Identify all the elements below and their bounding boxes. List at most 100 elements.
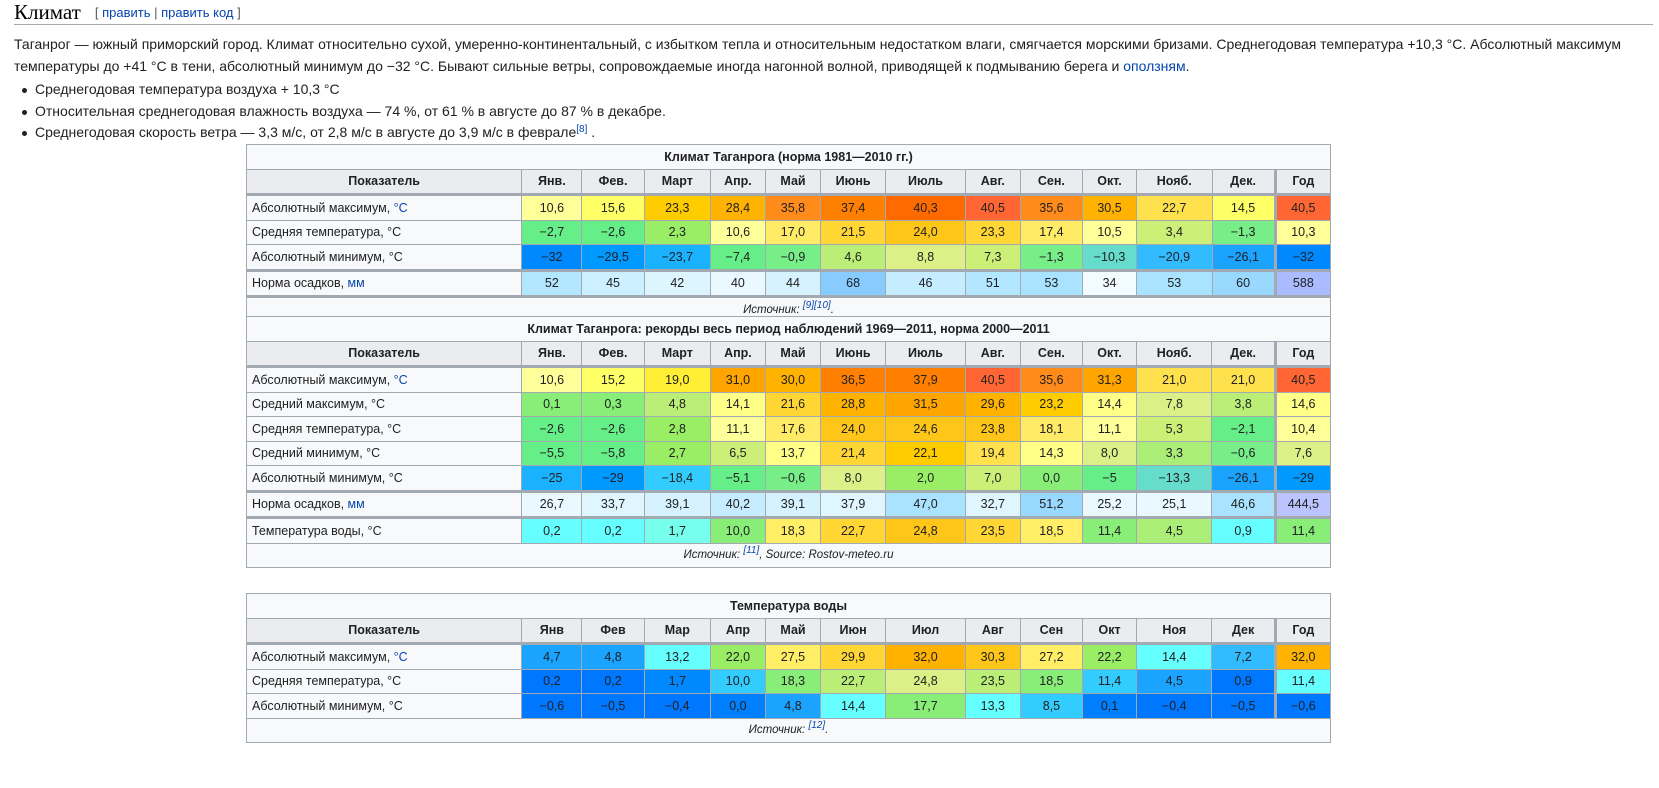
section-title: Климат <box>14 0 81 24</box>
value-cell: 6,5 <box>709 440 766 466</box>
value-cell: 8,0 <box>1082 440 1138 466</box>
table-row: Норма осадков, мм 52 45 42 40 44 68 46 51 53 34 53 6… <box>245 269 1332 298</box>
value-cell: 0,0 <box>709 693 766 719</box>
value-cell: 21,0 <box>1136 366 1213 393</box>
row-label: Средняя температура, °C <box>245 219 523 245</box>
column-header: Окт. <box>1082 340 1138 368</box>
value-cell: −0,6 <box>521 693 583 719</box>
value-cell: 4,8 <box>764 693 822 719</box>
value-cell: 19,4 <box>964 440 1021 466</box>
year-value-cell: 444,5 <box>1273 490 1332 519</box>
value-cell: 14,3 <box>1019 440 1084 466</box>
column-header-indicator: Показатель <box>245 168 523 196</box>
value-cell: 15,2 <box>581 366 645 393</box>
value-cell: 10,5 <box>1082 219 1138 245</box>
value-cell: 18,5 <box>1019 517 1084 544</box>
value-cell: 32,0 <box>885 643 966 670</box>
value-cell: 2,7 <box>643 440 711 466</box>
value-cell: 7,0 <box>964 465 1021 493</box>
value-cell: −2,6 <box>581 416 645 442</box>
year-value-cell: 10,4 <box>1273 416 1332 442</box>
value-cell: 21,4 <box>819 440 887 466</box>
column-header: Нояб. <box>1136 340 1213 368</box>
value-cell: 30,0 <box>764 366 822 393</box>
list-item: Среднегодовая температура воздуха + 10,3… <box>14 79 666 101</box>
reference-link[interactable]: [12] <box>808 720 826 732</box>
year-value-cell: 10,3 <box>1273 219 1332 245</box>
column-header: Фев. <box>581 168 645 196</box>
column-header: Май <box>764 617 822 645</box>
row-label: Абсолютный максимум, °C <box>245 194 523 221</box>
value-cell: 23,5 <box>964 517 1021 544</box>
value-cell: 31,5 <box>885 391 966 417</box>
row-label: Температура воды, °C <box>245 517 523 544</box>
value-cell: 10,6 <box>709 219 766 245</box>
value-cell: 2,0 <box>885 465 966 493</box>
value-cell: 40,5 <box>964 194 1021 221</box>
value-cell: 23,3 <box>643 194 711 221</box>
value-cell: 21,5 <box>819 219 887 245</box>
unit-link[interactable]: °C <box>393 649 408 664</box>
value-cell: 14,4 <box>1082 391 1138 417</box>
year-value-cell: 11,4 <box>1273 668 1332 694</box>
unit-link[interactable]: °C <box>393 200 408 215</box>
value-cell: 13,2 <box>643 643 711 670</box>
value-cell: 53 <box>1019 269 1084 298</box>
column-header: Май <box>764 340 822 368</box>
table-row: Средняя температура, °C −2,6 −2,6 2,8 11,1 17… <box>245 416 1332 442</box>
value-cell: −0,4 <box>1136 693 1213 719</box>
value-cell: 42 <box>643 269 711 298</box>
table-row: Абсолютный минимум, °C −25 −29 −18,4 −5,1 −0,… <box>245 465 1332 493</box>
unit-link[interactable]: мм <box>347 497 365 512</box>
value-cell: 7,2 <box>1211 643 1276 670</box>
value-cell: 37,4 <box>819 194 887 221</box>
unit-link[interactable]: мм <box>347 276 365 291</box>
column-header: Дек. <box>1211 340 1276 368</box>
value-cell: 13,3 <box>964 693 1021 719</box>
value-cell: 17,6 <box>764 416 822 442</box>
landslide-link[interactable]: оползням <box>1123 57 1186 74</box>
value-cell: 40,2 <box>709 490 766 519</box>
year-value-cell: −32 <box>1273 244 1332 272</box>
row-label: Абсолютный минимум, °C <box>245 693 523 719</box>
table-source: Источник: [11], Source: Rostov-meteo.ru <box>246 542 1331 568</box>
reference-link[interactable]: [8] <box>576 124 588 135</box>
column-header: Нояб. <box>1136 168 1213 196</box>
unit-link[interactable]: °C <box>393 372 408 387</box>
value-cell: 4,8 <box>581 643 645 670</box>
value-cell: 18,1 <box>1019 416 1084 442</box>
value-cell: 24,8 <box>885 668 966 694</box>
edit-link[interactable]: править <box>102 5 151 20</box>
value-cell: 4,6 <box>819 244 887 272</box>
value-cell: −26,1 <box>1211 244 1276 272</box>
year-value-cell: 40,5 <box>1273 366 1332 393</box>
year-value-cell: 7,6 <box>1273 440 1332 466</box>
climate-facts-list: Среднегодовая температура воздуха + 10,3… <box>14 79 666 144</box>
value-cell: 23,8 <box>964 416 1021 442</box>
column-header: Год <box>1273 617 1332 645</box>
table-row: Средний максимум, °C 0,1 0,3 4,8 14,1 21,6 28,… <box>245 391 1332 417</box>
value-cell: 11,1 <box>1082 416 1138 442</box>
column-header: Июль <box>885 168 966 196</box>
value-cell: 35,6 <box>1019 194 1084 221</box>
value-cell: 51,2 <box>1019 490 1084 519</box>
value-cell: 4,5 <box>1136 668 1213 694</box>
reference-link[interactable]: [9][10] <box>802 299 831 311</box>
column-header: Авг. <box>964 168 1021 196</box>
column-header: Дек. <box>1211 168 1276 196</box>
column-header: Янв. <box>521 168 583 196</box>
row-label: Абсолютный максимум, °C <box>245 643 523 670</box>
reference-link[interactable]: [11] <box>743 545 760 557</box>
value-cell: −5 <box>1082 465 1138 493</box>
column-header: Март <box>643 168 711 196</box>
row-label: Норма осадков, мм <box>245 490 523 519</box>
column-header: Сен <box>1019 617 1084 645</box>
edit-source-link[interactable]: править код <box>161 5 234 20</box>
year-value-cell: 588 <box>1273 269 1332 298</box>
table-row: Норма осадков, мм 26,7 33,7 39,1 40,2 39,1 37,… <box>245 490 1332 519</box>
value-cell: 35,6 <box>1019 366 1084 393</box>
row-label: Абсолютный максимум, °C <box>245 366 523 393</box>
value-cell: 11,4 <box>1082 517 1138 544</box>
year-value-cell: −29 <box>1273 465 1332 493</box>
value-cell: 47,0 <box>885 490 966 519</box>
